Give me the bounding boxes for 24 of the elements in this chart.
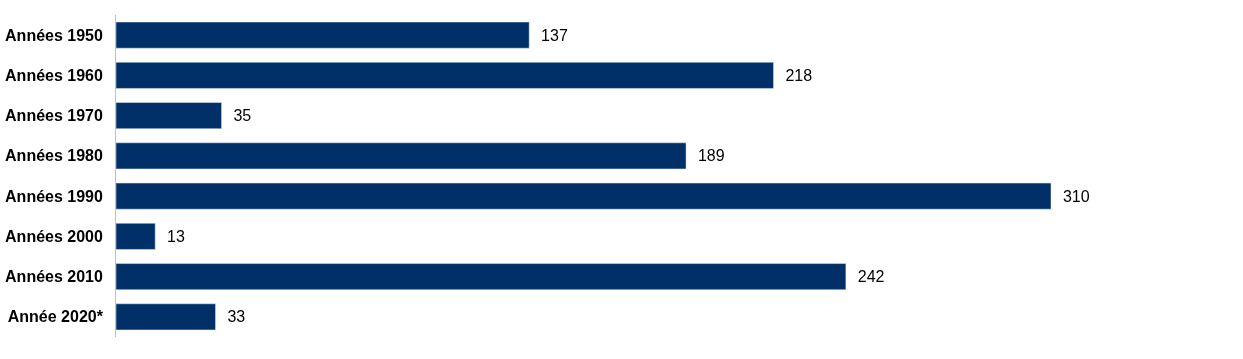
bar xyxy=(116,62,774,89)
data-label: 13 xyxy=(158,227,185,245)
data-label: 218 xyxy=(776,66,813,84)
y-tick-label: Années 1970 xyxy=(5,107,103,125)
y-tick-label: Année 2020* xyxy=(7,308,104,326)
y-tick-label: Années 2010 xyxy=(5,268,103,286)
data-label: 35 xyxy=(224,107,252,125)
y-tick-label: Années 1950 xyxy=(5,26,103,44)
data-label: 137 xyxy=(532,26,568,44)
data-label: 242 xyxy=(848,268,885,286)
y-tick-label: Années 1990 xyxy=(5,187,103,205)
bar xyxy=(116,142,687,170)
bar xyxy=(116,263,847,290)
bar xyxy=(116,303,216,331)
data-label: 33 xyxy=(218,308,246,326)
y-tick-label: Années 1960 xyxy=(5,66,103,84)
bar xyxy=(116,182,1052,210)
bar xyxy=(116,102,222,129)
y-tick-label: Années 2000 xyxy=(5,227,103,245)
data-label: 310 xyxy=(1054,187,1090,205)
y-tick-label: Années 1980 xyxy=(5,147,103,165)
bar xyxy=(116,223,156,250)
data-label: 189 xyxy=(689,147,725,165)
bar xyxy=(116,21,530,49)
